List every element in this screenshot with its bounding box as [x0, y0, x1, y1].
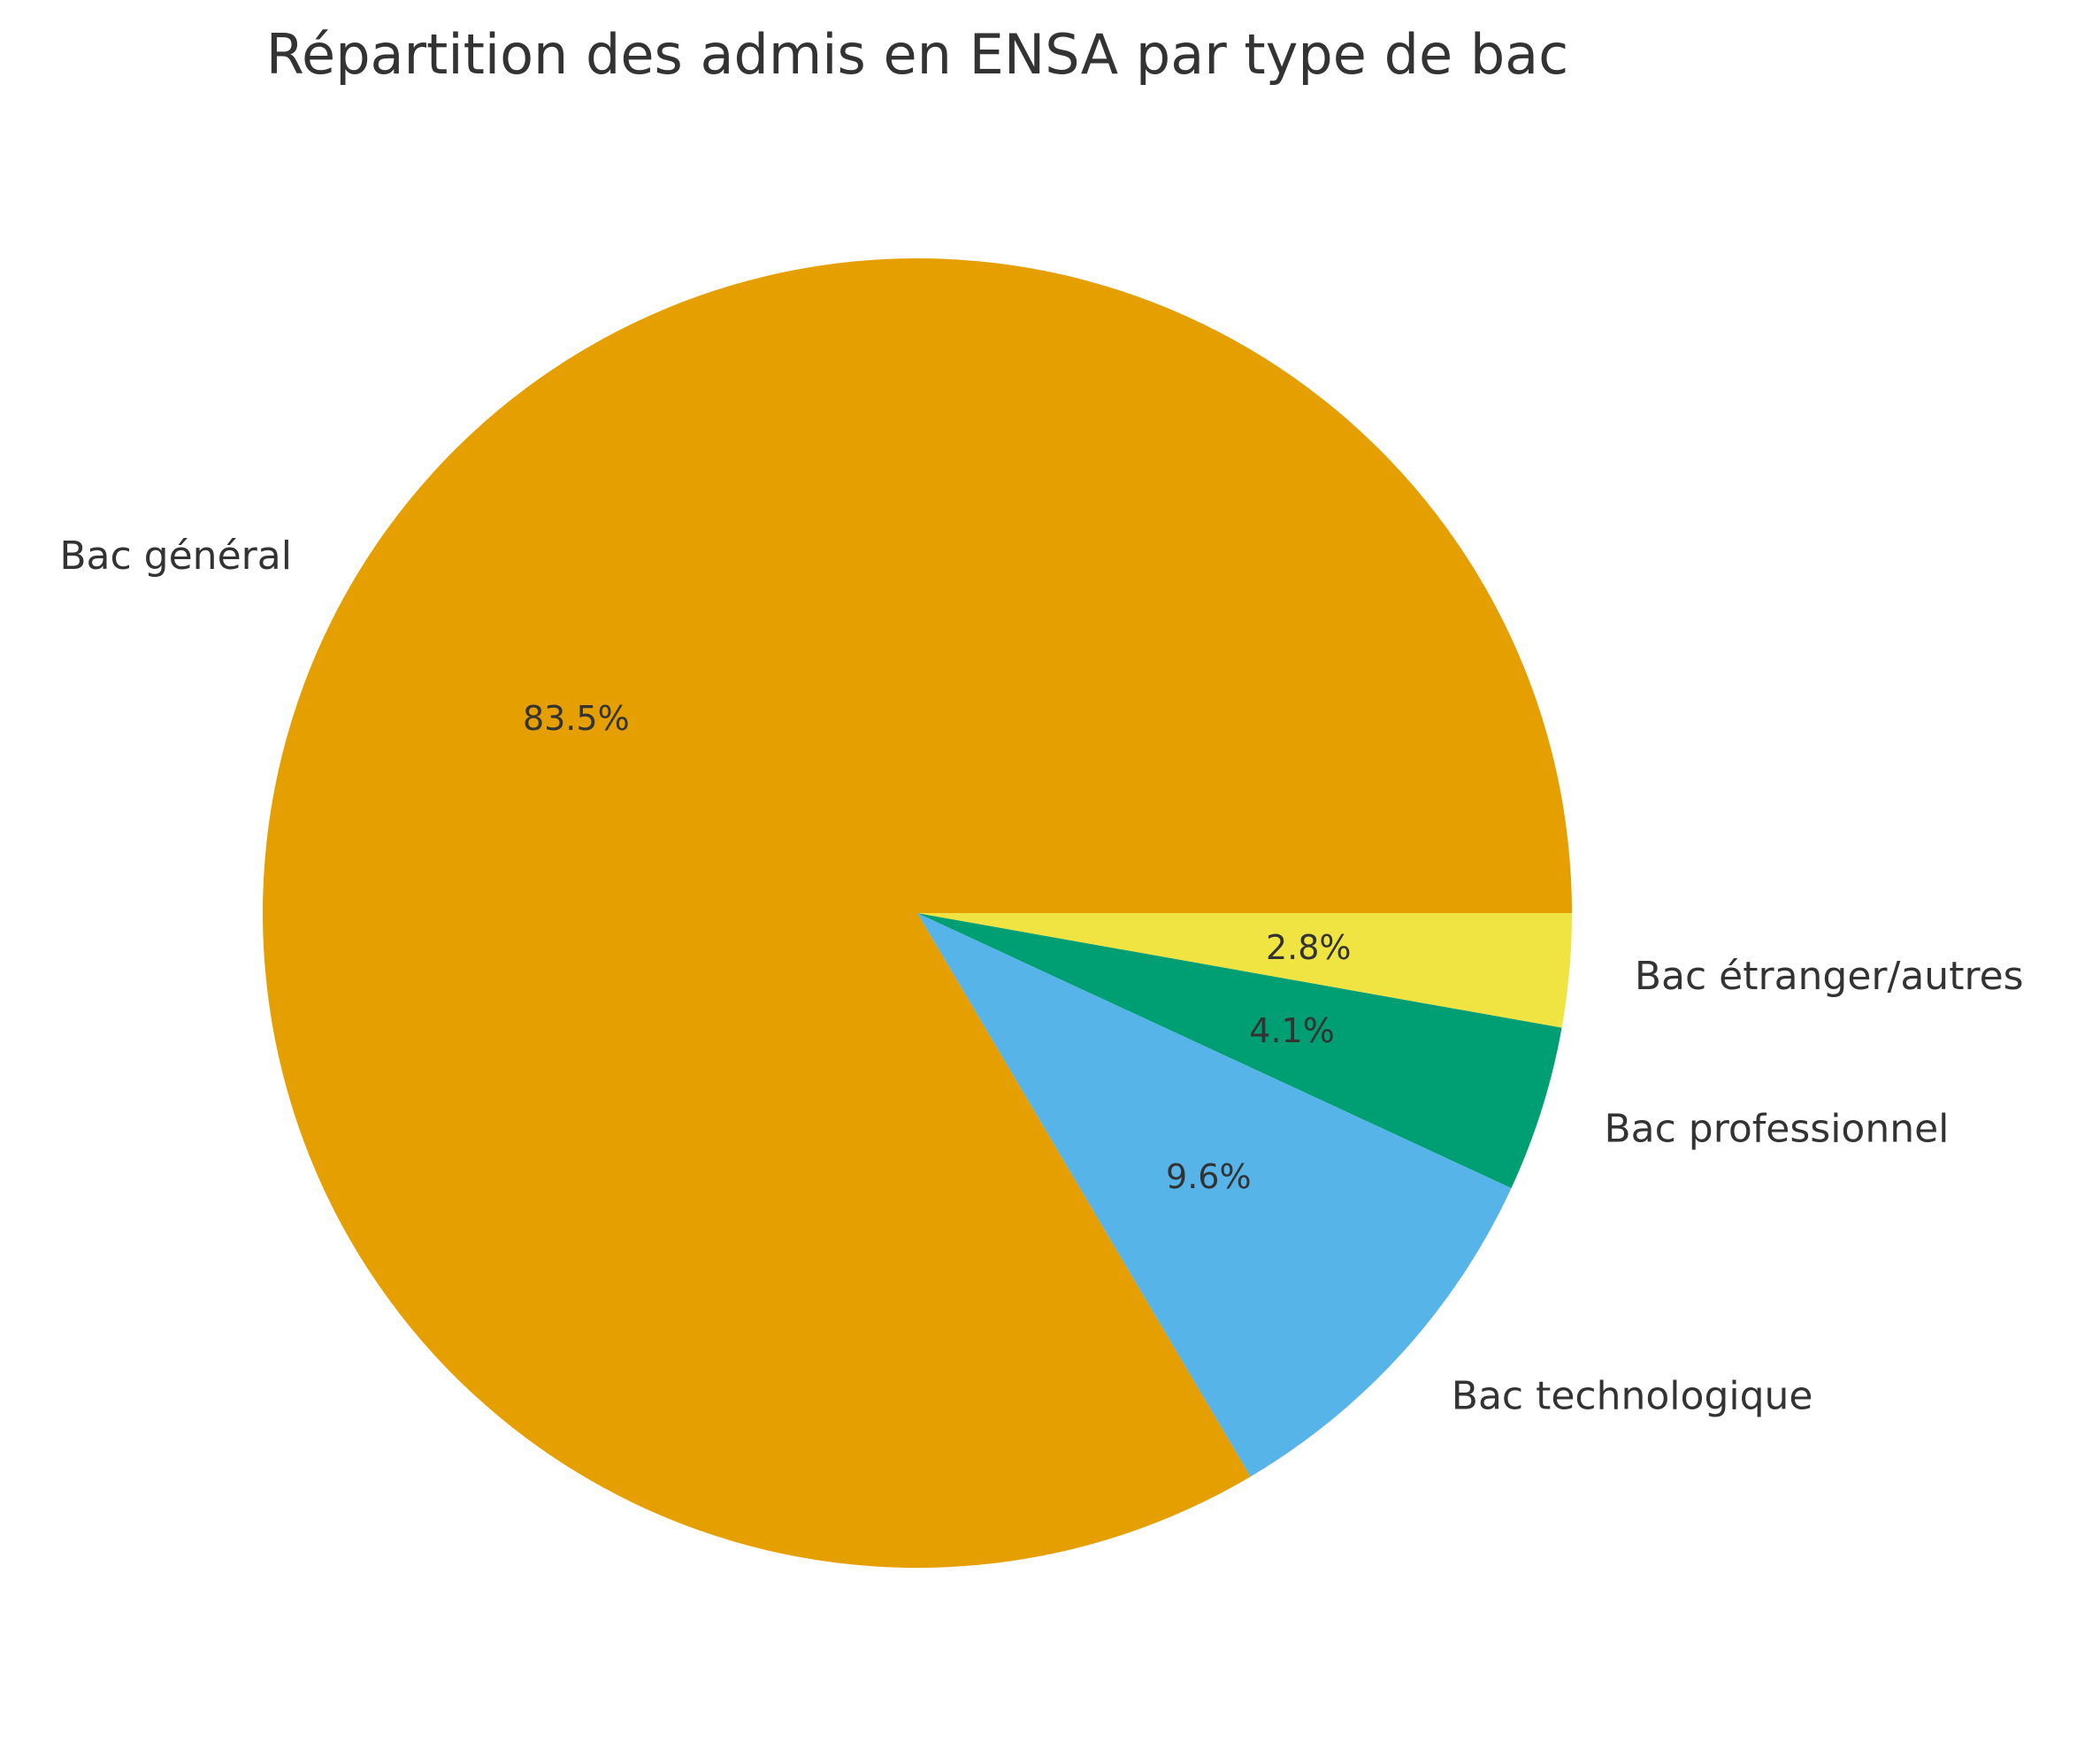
pie-slice-bac-general	[263, 258, 1573, 1569]
slice-percent-bac-professionnel: 4.1%	[1249, 1011, 1335, 1050]
pie-labels: Bac général 83.5% Bac technologique 9.6% Bac…	[59, 534, 2023, 1418]
slice-label-bac-general: Bac général	[59, 534, 292, 579]
slice-percent-bac-etranger-autres: 2.8%	[1266, 928, 1352, 967]
pie-slice-bac-professionnel	[917, 913, 1562, 1188]
chart-title: Répartition des admis en ENSA par type d…	[266, 22, 1569, 87]
pie-slice-bac-etranger-autres	[917, 913, 1572, 1028]
slice-percent-bac-general: 83.5%	[523, 699, 630, 738]
slice-label-bac-etranger-autres: Bac étranger/autres	[1635, 954, 2024, 999]
slice-label-bac-technologique: Bac technologique	[1452, 1373, 1813, 1418]
pie-slice-bac-technologique	[917, 913, 1512, 1477]
slice-label-bac-professionnel: Bac professionnel	[1604, 1107, 1949, 1152]
slice-percent-bac-technologique: 9.6%	[1166, 1157, 1252, 1196]
pie-slices	[263, 258, 1573, 1569]
